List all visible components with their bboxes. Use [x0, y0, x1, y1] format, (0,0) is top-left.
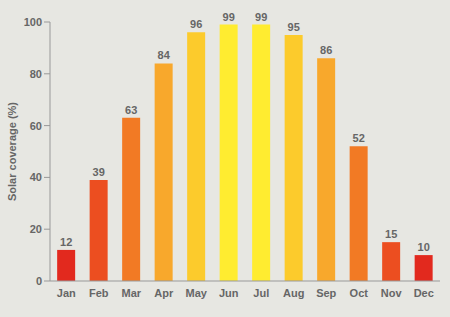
svg-text:Aug: Aug [283, 287, 304, 299]
svg-text:99: 99 [255, 11, 267, 23]
svg-text:Dec: Dec [414, 287, 434, 299]
svg-text:40: 40 [30, 171, 42, 183]
svg-text:52: 52 [353, 132, 365, 144]
svg-text:86: 86 [320, 44, 332, 56]
svg-text:Jan: Jan [57, 287, 76, 299]
svg-text:Feb: Feb [89, 287, 109, 299]
svg-text:39: 39 [93, 166, 105, 178]
svg-text:Nov: Nov [381, 287, 403, 299]
svg-text:0: 0 [36, 275, 42, 287]
svg-text:12: 12 [60, 236, 72, 248]
svg-text:Solar coverage (%): Solar coverage (%) [8, 102, 18, 201]
svg-text:Jul: Jul [253, 287, 269, 299]
svg-text:99: 99 [223, 11, 235, 23]
svg-text:Apr: Apr [154, 287, 174, 299]
svg-text:10: 10 [418, 241, 430, 253]
svg-text:84: 84 [158, 49, 171, 61]
svg-text:95: 95 [288, 21, 300, 33]
svg-text:Oct: Oct [350, 287, 369, 299]
svg-text:80: 80 [30, 68, 42, 80]
svg-text:15: 15 [385, 228, 397, 240]
svg-text:20: 20 [30, 223, 42, 235]
svg-text:May: May [186, 287, 208, 299]
svg-text:100: 100 [24, 16, 42, 28]
svg-text:Mar: Mar [121, 287, 141, 299]
svg-text:96: 96 [190, 18, 202, 30]
svg-text:Jun: Jun [219, 287, 239, 299]
svg-text:63: 63 [125, 104, 137, 116]
svg-text:Sep: Sep [316, 287, 336, 299]
svg-text:60: 60 [30, 120, 42, 132]
